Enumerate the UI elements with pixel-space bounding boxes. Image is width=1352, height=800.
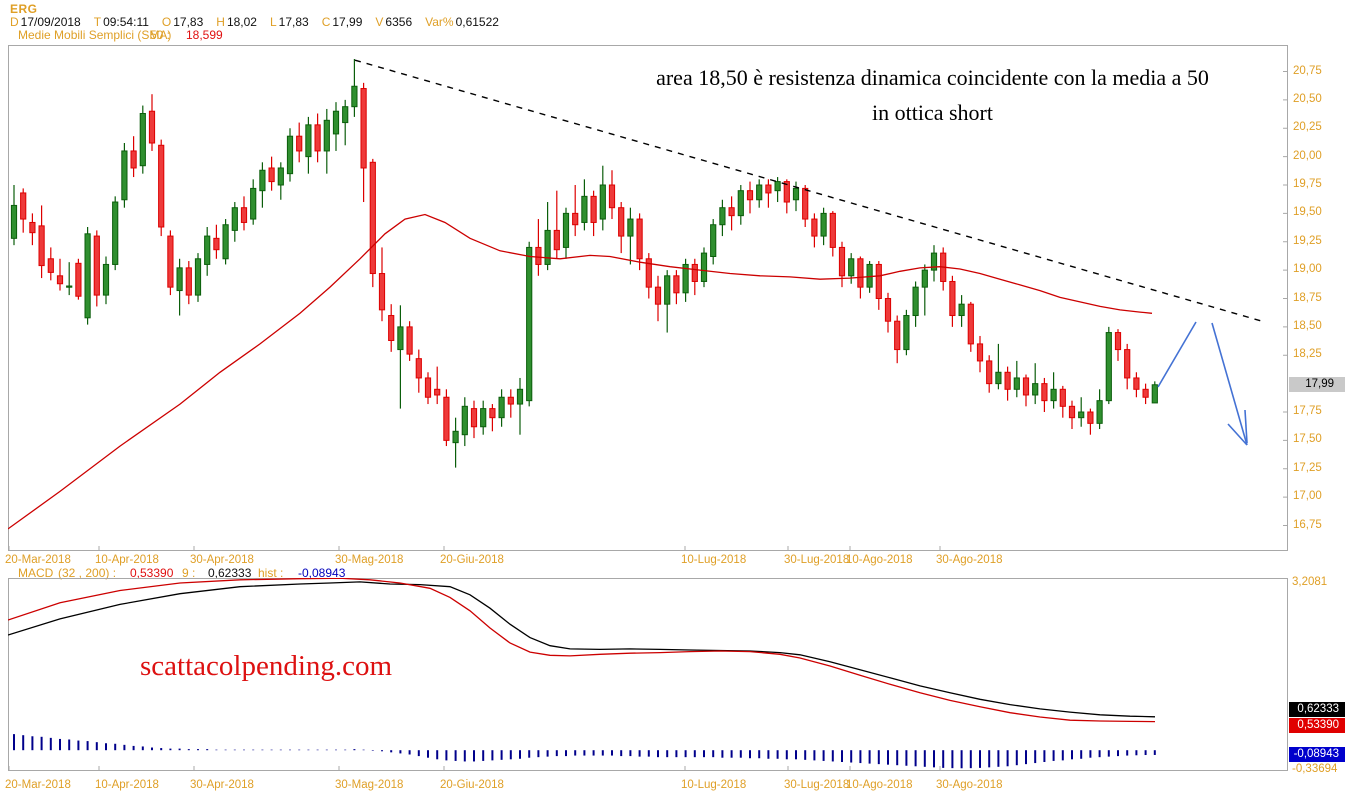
price-tick-label: 19,00 [1293,263,1322,276]
quote-field-value: 6356 [385,15,413,29]
date-tick-label: 20-Giu-2018 [440,779,504,791]
date-tick-label: 20-Mar-2018 [5,554,71,566]
macd-value: 0,53390 [130,566,174,580]
date-tick-label: 10-Ago-2018 [846,554,913,566]
sma-value: 18,599 [186,28,223,42]
macd-axis-min: -0,33694 [1292,763,1338,775]
date-tick-label: 30-Ago-2018 [936,554,1003,566]
quote-field-value: 17,99 [332,15,363,29]
quote-field-key: L [269,15,277,29]
macd-hist-tag: -0,08943 [1289,747,1345,762]
price-tick-label: 20,50 [1293,92,1322,105]
macd-signal-tag: 0,62333 [1289,702,1345,717]
macd-label: MACD [18,566,54,580]
price-chart-plot[interactable] [8,45,1289,552]
date-tick-label: 30-Apr-2018 [190,554,254,566]
quote-field-value: 17,83 [173,15,204,29]
date-tick-label: 30-Mag-2018 [335,779,404,791]
annotation-line1: area 18,50 è resistenza dinamica coincid… [656,65,1209,90]
macd-plot[interactable] [8,578,1289,772]
macd-value-tag: 0,53390 [1289,718,1345,733]
date-tick-label: 30-Apr-2018 [190,779,254,791]
price-tick-label: 16,75 [1293,518,1322,531]
quote-field-key: H [216,15,225,29]
quote-field-value: 17,83 [278,15,309,29]
annotation-line2: in ottica short [872,100,993,125]
date-tick-label: 10-Ago-2018 [846,779,913,791]
date-tick-label: 30-Ago-2018 [936,779,1003,791]
quote-field-key: D [10,15,19,29]
quote-field-value: 18,02 [226,15,257,29]
quote-field-key: T [93,15,102,29]
symbol-label: ERG [10,2,38,16]
macd-signal-value: 0,62333 [208,566,252,580]
quote-field-value: 0,61522 [455,15,499,29]
price-tick-label: 18,25 [1293,348,1322,361]
price-tick-label: 19,75 [1293,178,1322,190]
price-tick-label: 20,00 [1293,149,1322,162]
price-tick-label: 19,50 [1293,206,1322,219]
price-tick-label: 17,50 [1293,433,1322,446]
date-tick-label: 30-Mag-2018 [335,554,404,566]
price-tick-label: 19,25 [1293,234,1322,247]
last-price-tag: 17,99 [1289,377,1345,392]
quote-field-key: C [321,15,331,29]
price-tick-label: 18,75 [1293,291,1322,304]
sma-label: Medie Mobili Semplici (SMA) [18,28,172,42]
sma-period-label: 50 : [150,28,171,42]
macd-signal-label: 9 : [182,566,196,580]
quote-field-value: 17/09/2018 [20,15,81,29]
price-tick-label: 20,25 [1293,121,1322,134]
quote-field-key: V [375,15,384,29]
quote-field-key: Var% [425,15,454,29]
quote-field-key: O [161,15,172,29]
price-tick-label: 20,75 [1293,64,1322,77]
price-tick-label: 17,00 [1293,490,1322,503]
chart-annotation: area 18,50 è resistenza dinamica coincid… [560,60,1305,130]
date-tick-label: 10-Lug-2018 [681,779,747,791]
quote-header: D 17/09/2018 T 09:54:11 O 17,83 H 18,02 L 17,83 C 1… [10,15,512,29]
date-tick-label: 10-Apr-2018 [95,779,159,791]
date-tick-label: 20-Mar-2018 [5,779,71,791]
price-tick-label: 18,50 [1293,319,1322,332]
date-tick-label: 10-Lug-2018 [681,554,747,566]
price-tick-label: 17,25 [1293,461,1322,474]
date-tick-label: 20-Giu-2018 [440,554,504,566]
date-tick-label: 30-Lug-2018 [784,554,850,566]
price-tick-label: 17,75 [1293,405,1322,417]
date-tick-label: 10-Apr-2018 [95,554,159,566]
macd-hist-label: hist : [258,566,284,580]
macd-hist-value: -0,08943 [298,566,346,580]
date-tick-label: 30-Lug-2018 [784,779,850,791]
macd-params: (32 , 200) : [58,566,117,580]
macd-axis-max: 3,2081 [1292,576,1328,588]
quote-field-value: 09:54:11 [103,15,149,29]
macd-header: MACD (32 , 200) : 0,53390 9 : 0,62333 hi… [0,566,1352,580]
watermark-text: scattacolpending.com [140,650,393,682]
